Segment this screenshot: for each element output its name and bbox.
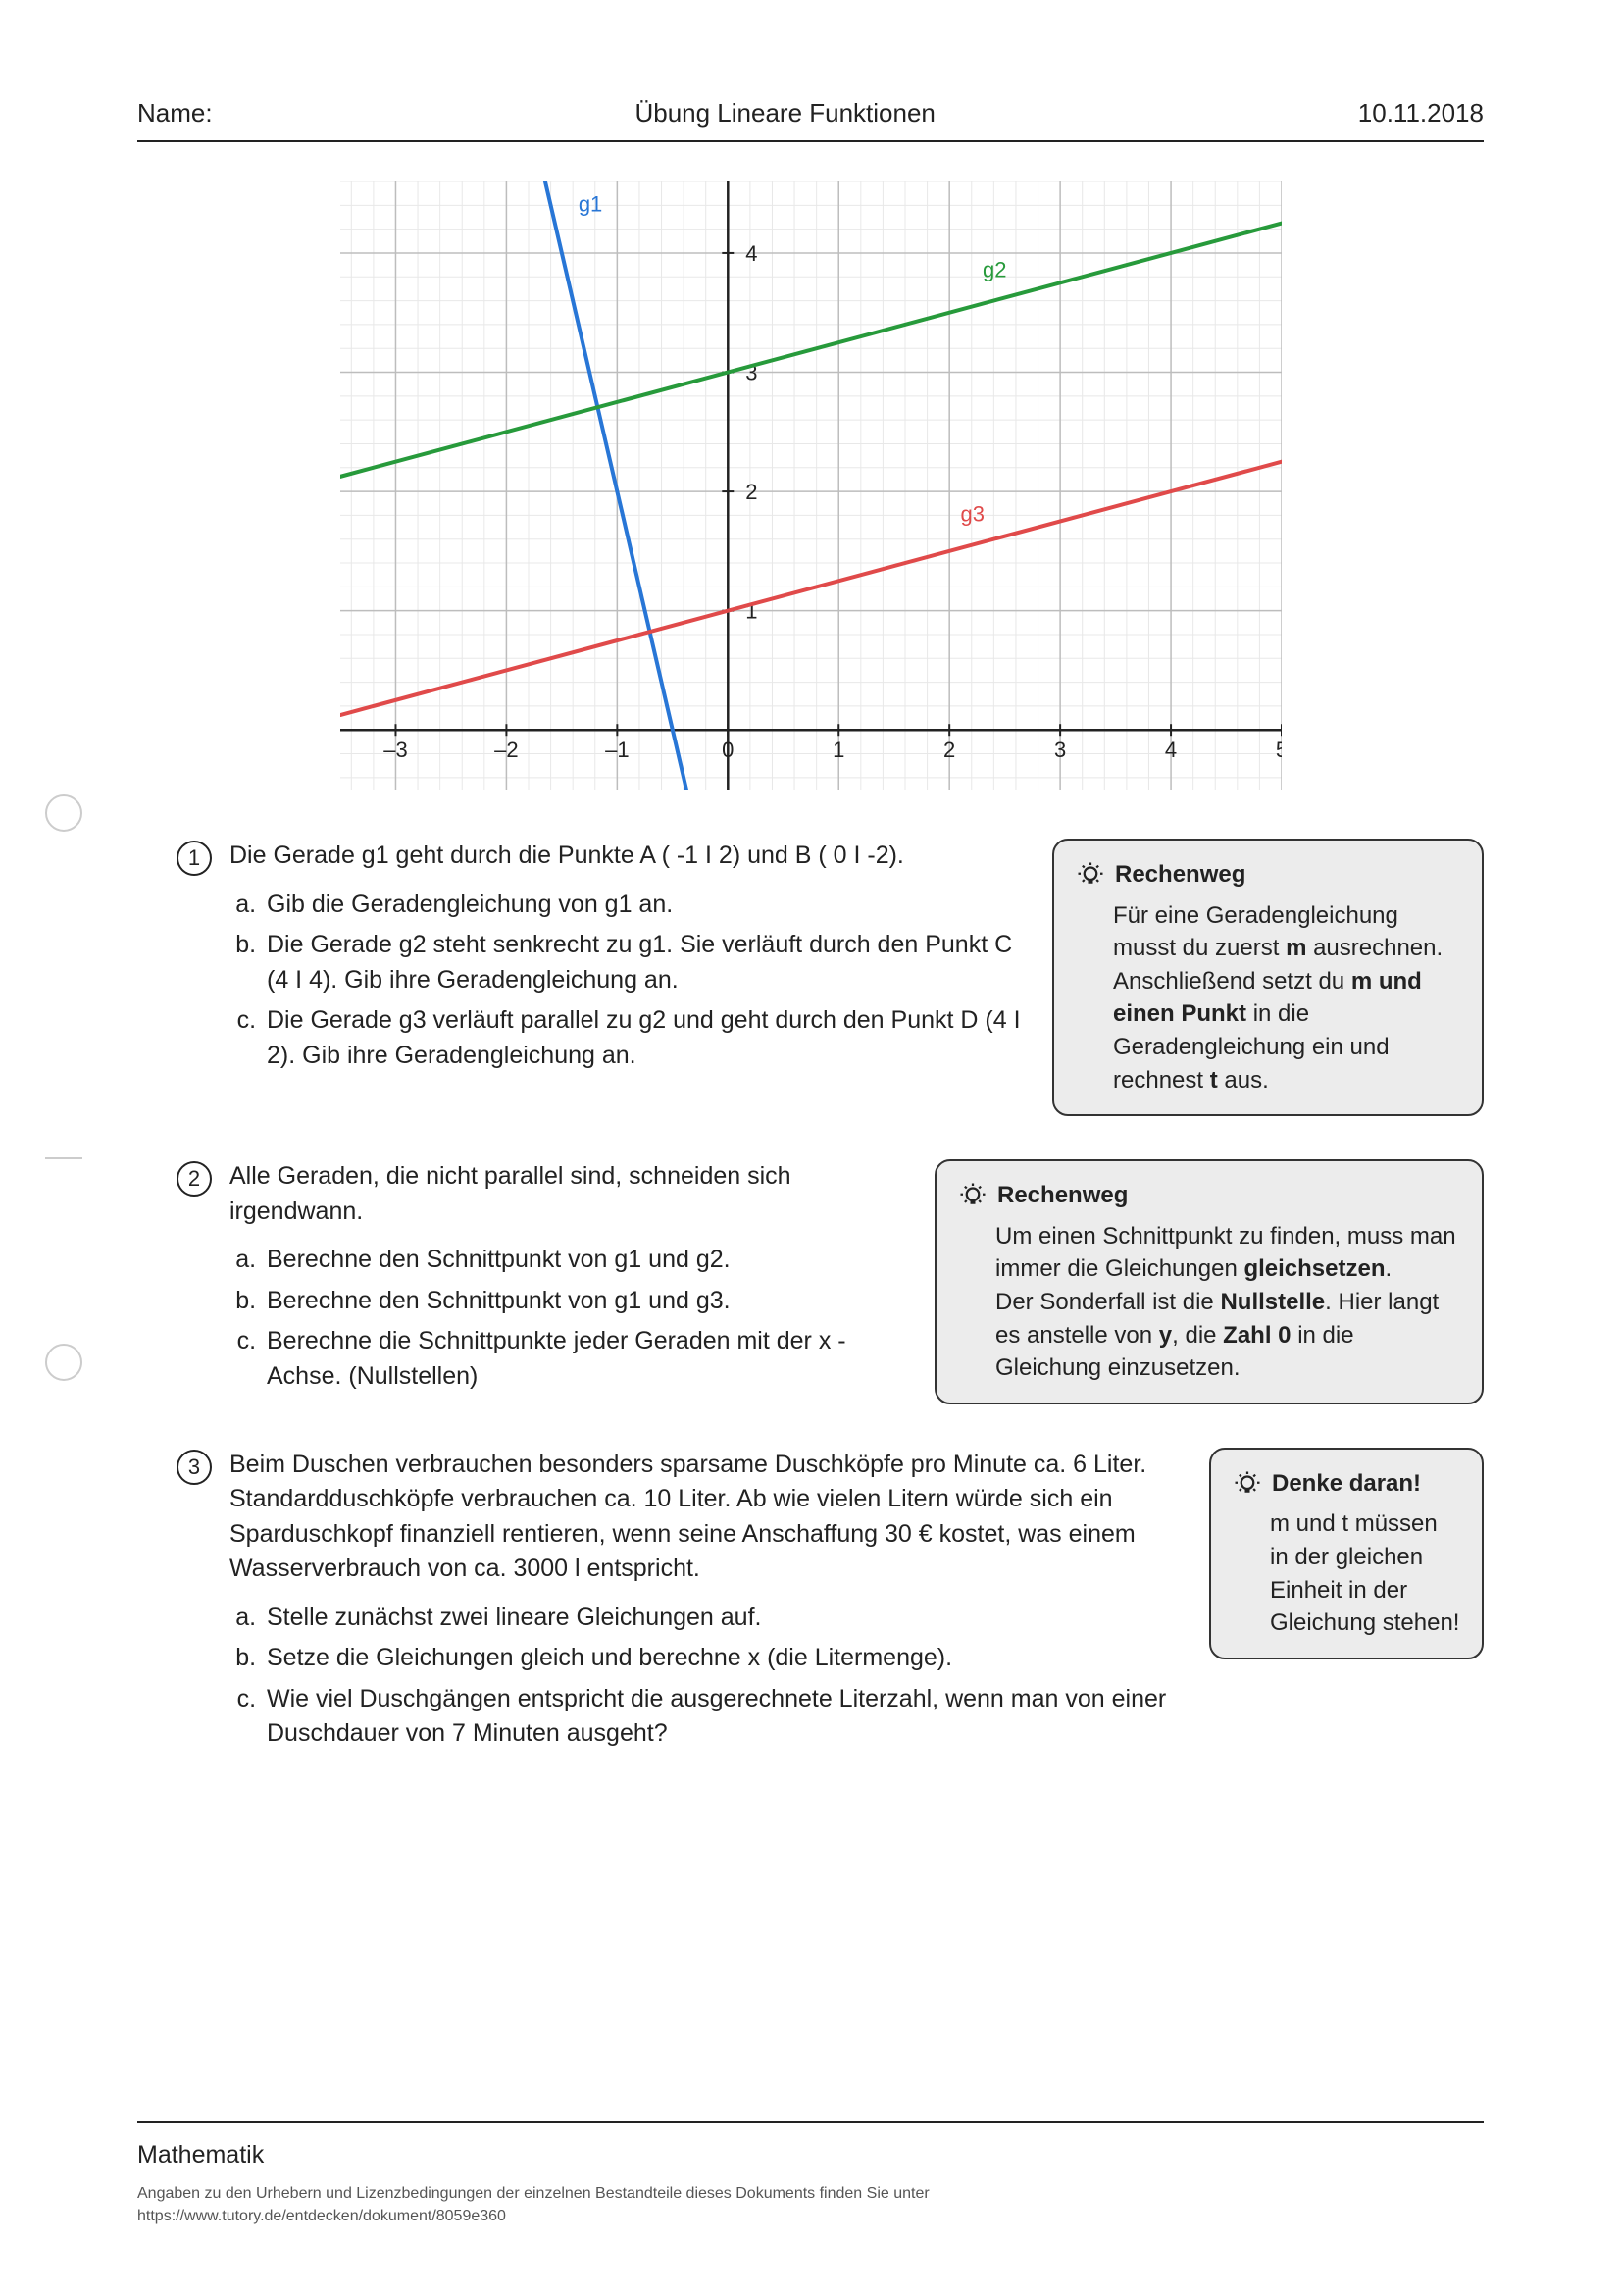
footer-subject: Mathematik xyxy=(137,2141,1484,2169)
svg-text:g1: g1 xyxy=(578,191,601,216)
exercise-1: 1 Die Gerade g1 geht durch die Punkte A … xyxy=(177,839,1484,1116)
hint-body: Um einen Schnittpunkt zu finden, muss ma… xyxy=(958,1220,1460,1385)
worksheet-page: Name: Übung Lineare Funktionen 10.11.201… xyxy=(0,0,1621,2296)
svg-text:2: 2 xyxy=(943,738,955,762)
margin-decor-1 xyxy=(45,794,82,832)
exercise-body: Die Gerade g1 geht durch die Punkte A ( … xyxy=(229,839,1023,1079)
hint-box: Rechenweg Um einen Schnittpunkt zu finde… xyxy=(935,1159,1484,1404)
exercise-2-item: Berechne den Schnittpunkt von g1 und g3. xyxy=(263,1284,905,1319)
svg-text:3: 3 xyxy=(1053,738,1065,762)
date: 10.11.2018 xyxy=(1358,98,1484,128)
hint-body: m und t müssen in der gleichen Einheit i… xyxy=(1233,1507,1460,1639)
lightbulb-icon xyxy=(1076,860,1105,890)
svg-text:g2: g2 xyxy=(983,257,1006,281)
footer-note-1: Angaben zu den Urhebern und Lizenzbeding… xyxy=(137,2183,1484,2205)
exercise-intro: Beim Duschen verbrauchen besonders spars… xyxy=(229,1448,1180,1587)
hint-title: Rechenweg xyxy=(997,1179,1128,1212)
exercise-1-item: Die Gerade g3 verläuft parallel zu g2 un… xyxy=(263,1003,1023,1073)
hint-box: Denke daran! m und t müssen in der gleic… xyxy=(1209,1448,1484,1659)
exercise-sublist: Berechne den Schnittpunkt von g1 und g2.… xyxy=(229,1243,905,1394)
exercise-2-item: Berechne die Schnittpunkte jeder Geraden… xyxy=(263,1324,905,1394)
page-title: Übung Lineare Funktionen xyxy=(634,98,935,128)
exercise-number: 2 xyxy=(177,1161,212,1197)
header: Name: Übung Lineare Funktionen 10.11.201… xyxy=(137,98,1484,142)
hint-box: Rechenweg Für eine Geradengleichung muss… xyxy=(1052,839,1484,1116)
footer-note-2: https://www.tutory.de/entdecken/dokument… xyxy=(137,2206,1484,2227)
exercise-1-item: Gib die Geradengleichung von g1 an. xyxy=(263,888,1023,923)
lightbulb-icon xyxy=(1233,1469,1262,1499)
svg-text:4: 4 xyxy=(1164,738,1176,762)
exercise-intro: Die Gerade g1 geht durch die Punkte A ( … xyxy=(229,839,1023,874)
margin-decor-3 xyxy=(45,1344,82,1381)
linear-functions-graph: –3–2–10123451234g1g2g3 xyxy=(340,181,1282,790)
exercise-intro: Alle Geraden, die nicht parallel sind, s… xyxy=(229,1159,905,1229)
margin-decor-2 xyxy=(45,1157,82,1159)
exercise-3-item: Wie viel Duschgängen entspricht die ausg… xyxy=(263,1682,1180,1752)
exercise-number: 3 xyxy=(177,1450,212,1485)
exercise-body: Alle Geraden, die nicht parallel sind, s… xyxy=(229,1159,905,1400)
exercise-sublist: Stelle zunächst zwei lineare Gleichungen… xyxy=(229,1601,1180,1752)
hint-title: Rechenweg xyxy=(1115,858,1245,892)
exercise-2: 2 Alle Geraden, die nicht parallel sind,… xyxy=(177,1159,1484,1404)
footer: Mathematik Angaben zu den Urhebern und L… xyxy=(137,2121,1484,2227)
svg-text:–3: –3 xyxy=(383,738,407,762)
exercise-3-item: Setze die Gleichungen gleich und berechn… xyxy=(263,1641,1180,1676)
hint-body: Für eine Geradengleichung musst du zuers… xyxy=(1076,899,1460,1097)
hint-title: Denke daran! xyxy=(1272,1467,1421,1501)
exercise-list: 1 Die Gerade g1 geht durch die Punkte A … xyxy=(177,839,1484,1758)
exercise-2-item: Berechne den Schnittpunkt von g1 und g2. xyxy=(263,1243,905,1278)
graph-container: –3–2–10123451234g1g2g3 xyxy=(137,181,1484,790)
svg-text:g3: g3 xyxy=(960,501,984,526)
svg-text:1: 1 xyxy=(833,738,844,762)
name-label: Name: xyxy=(137,98,213,128)
exercise-3-item: Stelle zunächst zwei lineare Gleichungen… xyxy=(263,1601,1180,1636)
exercise-1-item: Die Gerade g2 steht senkrecht zu g1. Sie… xyxy=(263,928,1023,997)
svg-text:2: 2 xyxy=(745,480,757,504)
svg-text:–1: –1 xyxy=(605,738,629,762)
exercise-sublist: Gib die Geradengleichung von g1 an. Die G… xyxy=(229,888,1023,1074)
lightbulb-icon xyxy=(958,1181,988,1210)
exercise-body: Beim Duschen verbrauchen besonders spars… xyxy=(229,1448,1180,1758)
svg-text:0: 0 xyxy=(722,738,734,762)
svg-text:–2: –2 xyxy=(494,738,518,762)
exercise-number: 1 xyxy=(177,841,212,876)
svg-text:4: 4 xyxy=(745,241,757,266)
exercise-3: 3 Beim Duschen verbrauchen besonders spa… xyxy=(177,1448,1484,1758)
svg-text:5: 5 xyxy=(1275,738,1281,762)
